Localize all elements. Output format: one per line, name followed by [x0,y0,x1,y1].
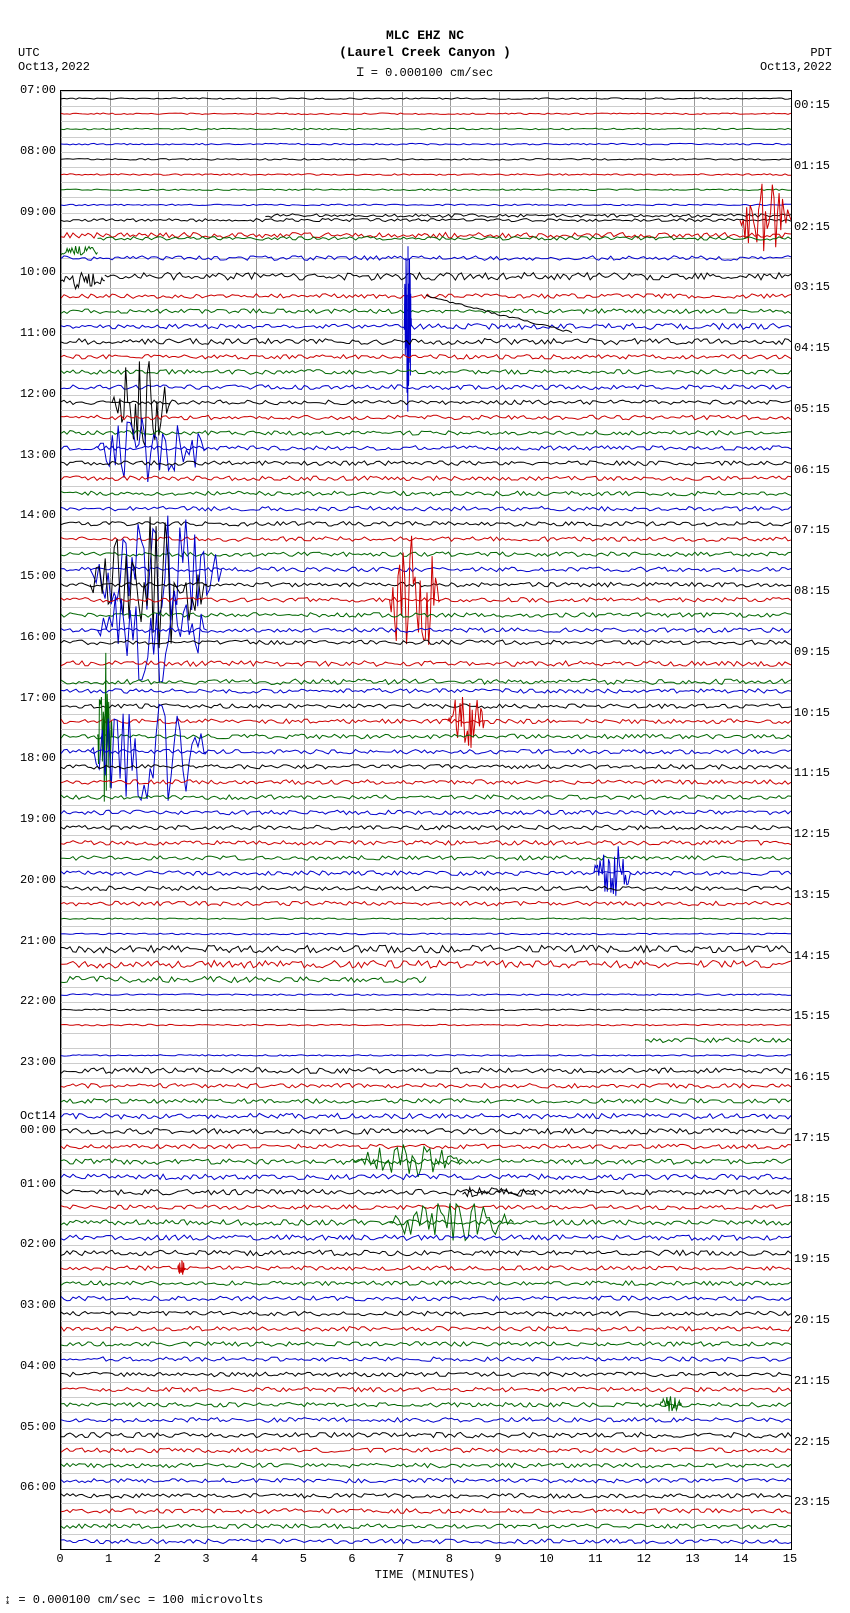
ytick-left: 05:00 [20,1420,56,1434]
xtick: 12 [637,1552,651,1566]
ytick-right: 07:15 [794,523,830,537]
scale-bar-icon: Ɪ [357,66,364,80]
xtick: 10 [539,1552,553,1566]
ytick-left: 14:00 [20,508,56,522]
footer-scale: ↨ = 0.000100 cm/sec = 100 microvolts [4,1593,263,1607]
chart-area: TIME (MINUTES) 07:0008:0009:0010:0011:00… [60,90,790,1548]
xtick: 1 [105,1552,112,1566]
ytick-left: 11:00 [20,326,56,340]
ytick-left: 01:00 [20,1177,56,1191]
ytick-left: 22:00 [20,994,56,1008]
xtick: 2 [154,1552,161,1566]
ytick-right: 04:15 [794,341,830,355]
ytick-left: 19:00 [20,812,56,826]
xtick: 9 [494,1552,501,1566]
x-axis-label: TIME (MINUTES) [375,1568,476,1582]
location-title: (Laurel Creek Canyon ) [0,45,850,62]
ytick-right: 10:15 [794,706,830,720]
xtick: 11 [588,1552,602,1566]
ytick-left: 16:00 [20,630,56,644]
ytick-right: 12:15 [794,827,830,841]
ytick-left: 03:00 [20,1298,56,1312]
chart-header: MLC EHZ NC (Laurel Creek Canyon ) Ɪ = 0.… [0,0,850,81]
xtick: 14 [734,1552,748,1566]
ytick-right: 06:15 [794,463,830,477]
xtick: 15 [783,1552,797,1566]
ytick-left: 06:00 [20,1480,56,1494]
scale-text: = 0.000100 cm/sec [371,66,493,80]
ytick-right: 22:15 [794,1435,830,1449]
xtick: 7 [397,1552,404,1566]
station-title: MLC EHZ NC [0,28,850,45]
ytick-left: 18:00 [20,751,56,765]
helicorder-plot [60,90,792,1550]
ytick-left: 08:00 [20,144,56,158]
date-label-left: Oct13,2022 [18,60,90,74]
ytick-right: 15:15 [794,1009,830,1023]
date-label-right: Oct13,2022 [760,60,832,74]
ytick-right: 21:15 [794,1374,830,1388]
xtick: 3 [202,1552,209,1566]
ytick-left: 23:00 [20,1055,56,1069]
ytick-left: 04:00 [20,1359,56,1373]
ytick-right: 11:15 [794,766,830,780]
tz-label-left: UTC [18,46,40,60]
ytick-left: 07:00 [20,83,56,97]
ytick-left: Oct14 00:00 [20,1109,56,1137]
ytick-right: 20:15 [794,1313,830,1327]
ytick-right: 19:15 [794,1252,830,1266]
ytick-left: 12:00 [20,387,56,401]
tz-label-right: PDT [810,46,832,60]
ytick-left: 15:00 [20,569,56,583]
xtick: 6 [348,1552,355,1566]
ytick-right: 16:15 [794,1070,830,1084]
ytick-right: 23:15 [794,1495,830,1509]
ytick-right: 02:15 [794,220,830,234]
ytick-left: 09:00 [20,205,56,219]
ytick-left: 02:00 [20,1237,56,1251]
seismogram-page: MLC EHZ NC (Laurel Creek Canyon ) Ɪ = 0.… [0,0,850,1613]
xtick: 0 [56,1552,63,1566]
ytick-right: 01:15 [794,159,830,173]
ytick-left: 21:00 [20,934,56,948]
ytick-right: 03:15 [794,280,830,294]
ytick-right: 09:15 [794,645,830,659]
ytick-right: 05:15 [794,402,830,416]
ytick-right: 08:15 [794,584,830,598]
scale-indicator: Ɪ = 0.000100 cm/sec [0,66,850,82]
ytick-right: 14:15 [794,949,830,963]
seismic-trace [61,91,791,1549]
ytick-right: 13:15 [794,888,830,902]
ytick-right: 18:15 [794,1192,830,1206]
ytick-right: 00:15 [794,98,830,112]
xtick: 13 [685,1552,699,1566]
xtick: 8 [446,1552,453,1566]
ytick-left: 10:00 [20,265,56,279]
ytick-right: 17:15 [794,1131,830,1145]
ytick-left: 17:00 [20,691,56,705]
ytick-left: 13:00 [20,448,56,462]
xtick: 5 [300,1552,307,1566]
xtick: 4 [251,1552,258,1566]
ytick-left: 20:00 [20,873,56,887]
